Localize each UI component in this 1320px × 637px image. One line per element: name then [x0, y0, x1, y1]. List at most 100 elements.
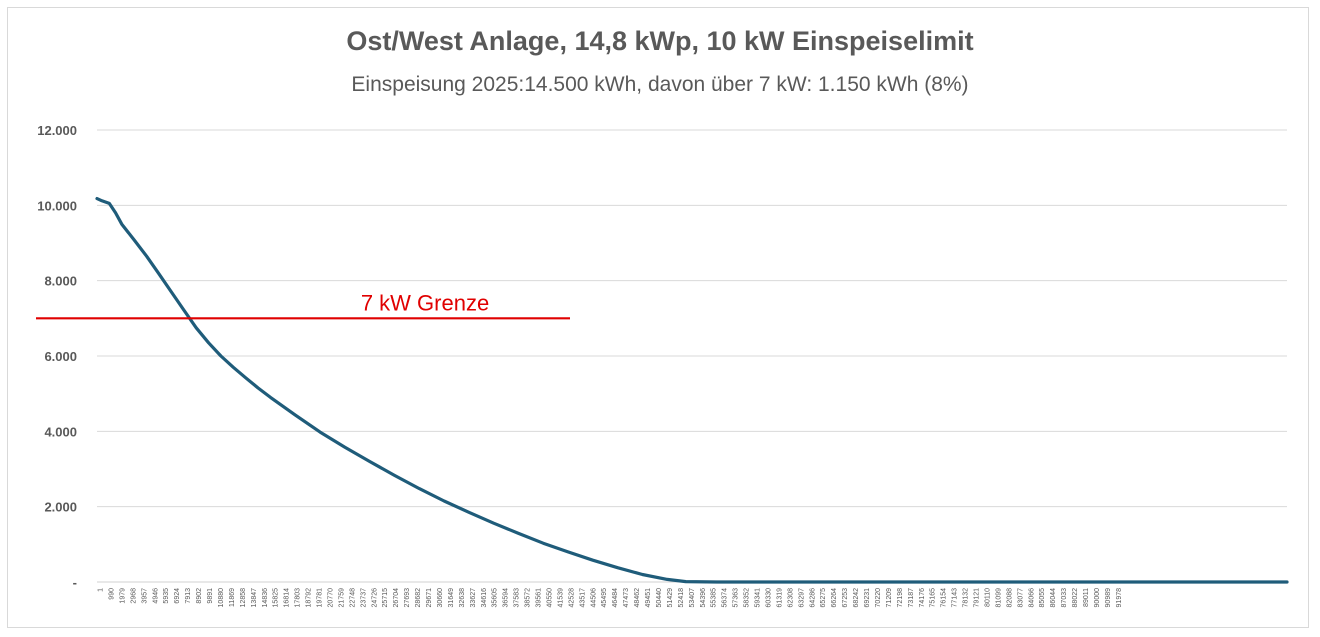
x-tick-label: 36594 [503, 588, 510, 608]
chart-title: Ost/West Anlage, 14,8 kWp, 10 kW Einspei… [346, 26, 974, 56]
x-tick-label: 18792 [306, 588, 313, 608]
x-tick-label: 89011 [1083, 588, 1090, 607]
x-tick-label: 58352 [744, 588, 751, 608]
x-tick-label: 3957 [141, 588, 148, 604]
x-tick-label: 25715 [382, 588, 389, 608]
x-tick-label: 76154 [941, 588, 948, 608]
x-tick-label: 1979 [119, 588, 126, 604]
x-tick-label: 87033 [1061, 588, 1068, 608]
x-tick-label: 64286 [809, 588, 816, 608]
y-tick-label: 10.000 [37, 198, 77, 213]
x-tick-label: 51429 [667, 588, 674, 608]
x-tick-label: 70220 [875, 588, 882, 608]
x-tick-label: 11869 [229, 588, 236, 607]
x-tick-label: 46484 [612, 588, 619, 608]
x-tick-label: 40550 [546, 588, 553, 608]
x-tick-label: 2968 [130, 588, 137, 604]
x-tick-label: 45495 [601, 588, 608, 608]
series-layer [95, 197, 1289, 584]
x-tick-label: 12858 [240, 588, 247, 608]
x-tick-label: 32638 [459, 588, 466, 608]
y-axis-ticks: - 2.000 4.000 6.000 8.000 10.000 12.000 [37, 123, 77, 590]
x-tick-label: 990 [108, 588, 115, 600]
x-tick-label: 39561 [536, 588, 543, 608]
x-tick-label: 71209 [886, 588, 893, 608]
gridlines [97, 129, 1287, 583]
x-tick-label: 54396 [700, 588, 707, 608]
x-tick-label: 60330 [765, 588, 772, 608]
y-tick-label: 8.000 [44, 274, 77, 289]
x-tick-label: 55385 [711, 588, 718, 608]
x-tick-label: 30660 [437, 588, 444, 608]
y-tick-label: - [73, 575, 77, 590]
x-tick-label: 15825 [273, 588, 280, 608]
x-tick-label: 47473 [623, 588, 630, 608]
annotation-layer: 7 kW Grenze [36, 290, 570, 320]
x-tick-label: 77143 [952, 588, 959, 608]
x-tick-label: 74176 [919, 588, 926, 608]
x-tick-label: 80110 [984, 588, 991, 607]
x-tick-label: 24726 [371, 588, 378, 608]
x-tick-label: 50440 [656, 588, 663, 608]
x-tick-label: 56374 [722, 588, 729, 608]
x-tick-label: 90989 [1105, 588, 1112, 608]
x-tick-label: 8902 [196, 588, 203, 604]
x-tick-label: 6924 [174, 588, 181, 604]
x-tick-label: 1 [98, 588, 105, 592]
x-tick-label: 29671 [426, 588, 433, 608]
x-tick-label: 34616 [481, 588, 488, 608]
x-tick-label: 5935 [163, 588, 170, 604]
x-tick-label: 28682 [415, 588, 422, 608]
x-tick-label: 69231 [864, 588, 871, 608]
chart-subtitle: Einspeisung 2025:14.500 kWh, davon über … [351, 73, 969, 96]
x-tick-label: 33627 [470, 588, 477, 608]
x-tick-label: 82088 [1006, 588, 1013, 608]
x-tick-label: 78132 [963, 588, 970, 608]
x-tick-label: 41539 [557, 588, 564, 608]
x-tick-label: 23737 [360, 588, 367, 608]
x-tick-label: 84066 [1028, 588, 1035, 608]
x-tick-label: 22748 [349, 588, 356, 608]
y-tick-label: 4.000 [44, 424, 77, 439]
x-tick-label: 63297 [798, 588, 805, 608]
y-tick-label: 12.000 [37, 123, 77, 138]
x-tick-label: 88022 [1072, 588, 1079, 608]
x-tick-label: 20770 [327, 588, 334, 608]
x-tick-label: 9891 [207, 588, 214, 604]
x-tick-label: 59341 [755, 588, 762, 608]
x-tick-label: 57363 [733, 588, 740, 608]
x-axis-ticks: 1 990 1979 2968 3957 4946 5935 6924 7913 8902 9891… [98, 588, 1123, 608]
x-tick-label: 61319 [776, 588, 783, 608]
x-tick-label: 14836 [262, 588, 269, 608]
x-tick-label: 21759 [338, 588, 345, 608]
x-tick-label: 42528 [568, 588, 575, 608]
x-tick-label: 4946 [152, 588, 159, 604]
x-tick-label: 10880 [218, 588, 225, 608]
x-tick-label: 62308 [787, 588, 794, 608]
series-line [95, 197, 1289, 584]
x-tick-label: 90000 [1094, 588, 1101, 608]
x-tick-label: 53407 [689, 588, 696, 608]
x-tick-label: 75165 [930, 588, 937, 608]
x-tick-label: 52418 [678, 588, 685, 608]
x-tick-label: 67253 [842, 588, 849, 608]
x-tick-label: 38572 [525, 588, 532, 608]
x-tick-label: 26704 [393, 588, 400, 608]
x-tick-label: 7913 [185, 588, 192, 604]
x-tick-label: 66264 [831, 588, 838, 608]
x-tick-label: 49451 [645, 588, 652, 608]
x-tick-label: 48462 [634, 588, 641, 608]
x-tick-label: 79121 [974, 588, 981, 608]
x-tick-label: 37583 [514, 588, 521, 608]
x-tick-label: 44506 [590, 588, 597, 608]
x-tick-label: 65275 [820, 588, 827, 608]
x-tick-label: 13847 [251, 588, 258, 608]
x-tick-label: 35605 [492, 588, 499, 608]
x-tick-label: 31649 [448, 588, 455, 608]
x-tick-label: 91978 [1116, 588, 1123, 608]
x-tick-label: 73187 [908, 588, 915, 608]
y-tick-label: 2.000 [44, 500, 77, 515]
x-tick-label: 83077 [1017, 588, 1024, 608]
x-tick-label: 72198 [897, 588, 904, 608]
